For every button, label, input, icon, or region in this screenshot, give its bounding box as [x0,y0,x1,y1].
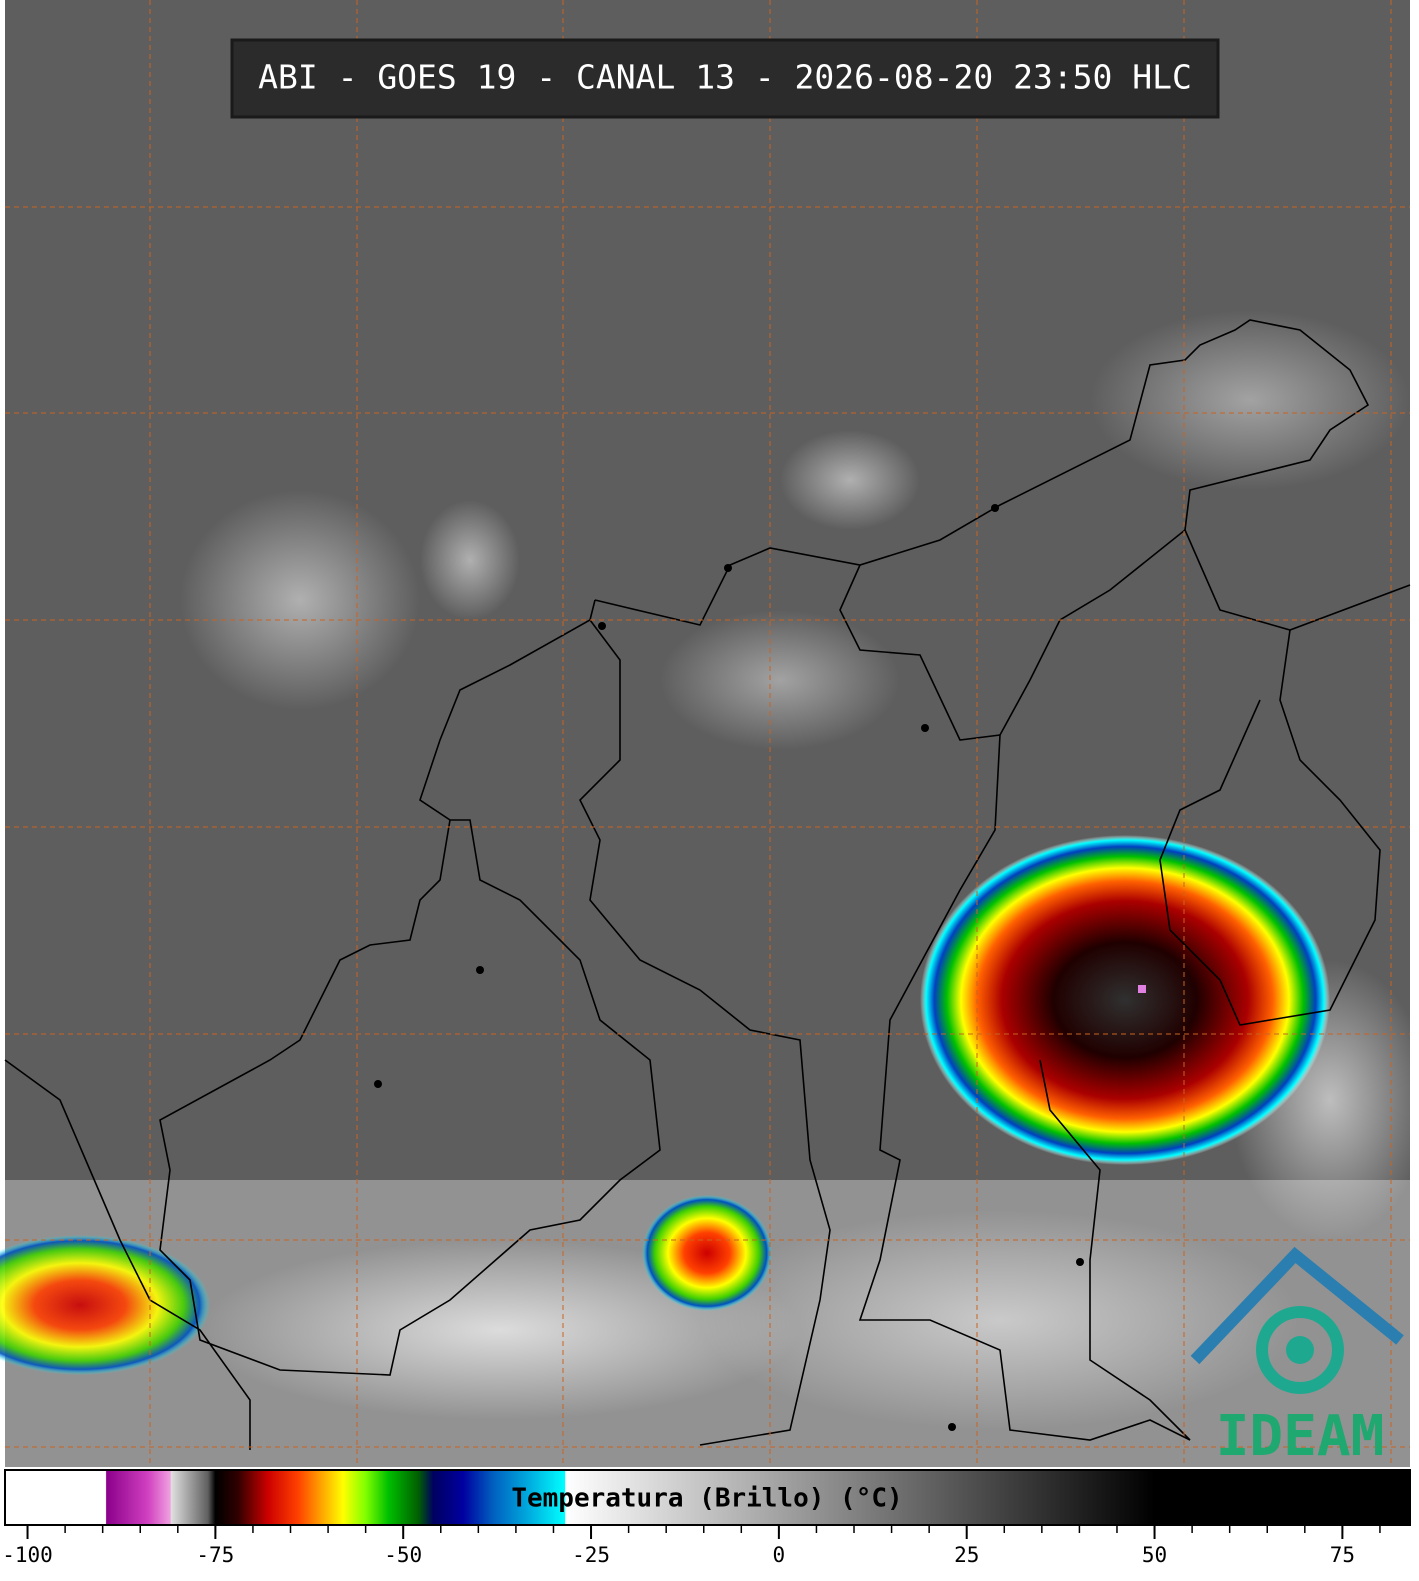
storms [0,835,1330,1375]
tick-label: 75 [1330,1543,1355,1567]
cities [374,504,1084,1431]
colorbar-label: Temperatura (Brillo) (°C) [511,1484,902,1514]
graticule [5,0,1410,1467]
tick-label: -100 [2,1543,53,1567]
tick-label: 50 [1142,1543,1167,1567]
title: ABI - GOES 19 - CANAL 13 - 2026-08-20 23… [258,58,1192,97]
colorbar-ticks: -100 -75 -50 -25 0 25 50 75 [2,1525,1381,1567]
title-box [230,38,1220,119]
tick-label: -25 [572,1543,610,1567]
logo: IDEAM [1190,1246,1404,1469]
tick-label: -75 [196,1543,234,1567]
tick-label: 0 [773,1543,786,1567]
tick-label: 25 [954,1543,979,1567]
logo-text: IDEAM [1216,1404,1385,1469]
borders [4,319,1411,1450]
tick-label: -50 [384,1543,422,1567]
colorbar [4,1469,1411,1526]
